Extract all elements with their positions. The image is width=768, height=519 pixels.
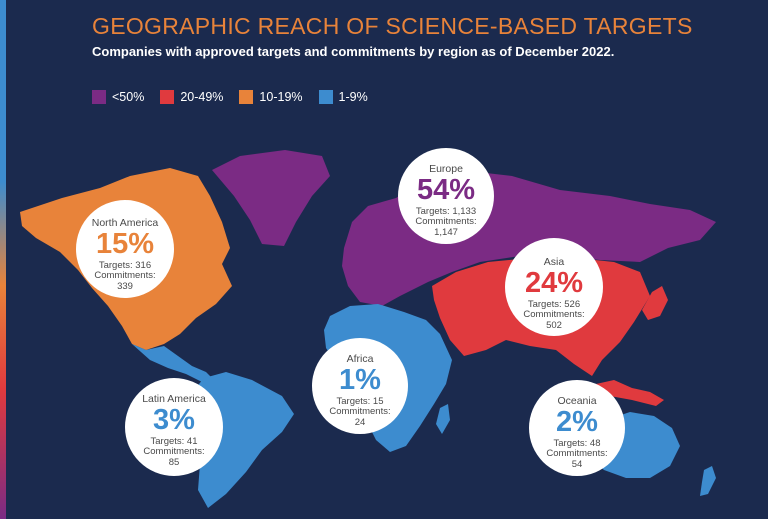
region-bubble-oceania: Oceania 2% Targets: 48 Commitments: 54 xyxy=(529,380,625,476)
new-zealand-shape xyxy=(700,466,716,496)
legend-swatch xyxy=(92,90,106,104)
region-name: Africa xyxy=(346,353,374,365)
region-name: Oceania xyxy=(557,395,597,407)
region-commitments-value: 1,147 xyxy=(434,226,458,238)
region-bubble-europe: Europe 54% Targets: 1,133 Commitments: 1… xyxy=(398,148,494,244)
japan-shape xyxy=(642,286,668,320)
legend-label: 10-19% xyxy=(259,90,303,104)
legend-label: 20-49% xyxy=(180,90,224,104)
region-commitments-value: 502 xyxy=(546,319,562,331)
edge-color-bar xyxy=(0,0,6,519)
legend-label: <50% xyxy=(112,90,145,104)
region-targets: Targets: 41 xyxy=(150,436,198,447)
region-commitments-value: 54 xyxy=(571,458,583,470)
legend-item-10-19: 10-19% xyxy=(239,90,303,104)
legend-swatch xyxy=(239,90,254,104)
legend-item-1-9: 1-9% xyxy=(318,90,368,104)
legend-item-under-50: <50% xyxy=(92,90,144,104)
region-commitments-label: Commitments: xyxy=(329,406,391,418)
region-percentage: 2% xyxy=(556,406,598,438)
region-bubble-latin-america: Latin America 3% Targets: 41 Commitments… xyxy=(125,378,223,476)
page-subtitle: Companies with approved targets and comm… xyxy=(92,44,615,59)
region-targets: Targets: 1,133 xyxy=(415,206,477,217)
legend-label: 1-9% xyxy=(338,90,368,104)
region-bubble-africa: Africa 1% Targets: 15 Commitments: 24 xyxy=(312,338,408,434)
region-targets: Targets: 15 xyxy=(336,396,384,407)
region-commitments-label: Commitments: xyxy=(94,270,156,282)
legend-item-20-49: 20-49% xyxy=(160,90,223,104)
region-name: Latin America xyxy=(142,393,206,405)
region-commitments-value: 339 xyxy=(117,280,133,292)
legend: <50% 20-49% 10-19% 1-9% xyxy=(92,90,384,104)
page-title: GEOGRAPHIC REACH OF SCIENCE-BASED TARGET… xyxy=(92,13,693,39)
region-percentage: 3% xyxy=(153,404,195,436)
madagascar-shape xyxy=(436,404,450,434)
southeast-asia-islands-shape xyxy=(596,380,664,406)
region-percentage: 15% xyxy=(95,228,155,260)
region-commitments-value: 24 xyxy=(354,416,366,428)
legend-swatch xyxy=(318,90,333,104)
region-commitments-label: Commitments: xyxy=(523,309,585,321)
legend-swatch xyxy=(160,90,175,104)
region-commitments-label: Commitments: xyxy=(143,446,205,458)
region-name: Asia xyxy=(543,256,565,268)
region-targets: Targets: 316 xyxy=(98,260,152,271)
region-commitments-label: Commitments: xyxy=(415,216,477,228)
region-percentage: 54% xyxy=(416,174,476,206)
region-targets: Targets: 48 xyxy=(553,438,601,449)
region-commitments-label: Commitments: xyxy=(546,448,608,460)
region-bubble-north-america: North America 15% Targets: 316 Commitmen… xyxy=(76,200,174,298)
region-bubble-asia: Asia 24% Targets: 526 Commitments: 502 xyxy=(505,238,603,336)
region-targets: Targets: 526 xyxy=(527,299,581,310)
region-name: Europe xyxy=(429,163,463,175)
region-commitments-value: 85 xyxy=(168,456,180,468)
central-america-shape xyxy=(132,344,214,382)
greenland-shape xyxy=(212,150,330,246)
region-name: North America xyxy=(91,217,159,229)
region-percentage: 1% xyxy=(339,364,381,396)
region-percentage: 24% xyxy=(524,267,584,299)
